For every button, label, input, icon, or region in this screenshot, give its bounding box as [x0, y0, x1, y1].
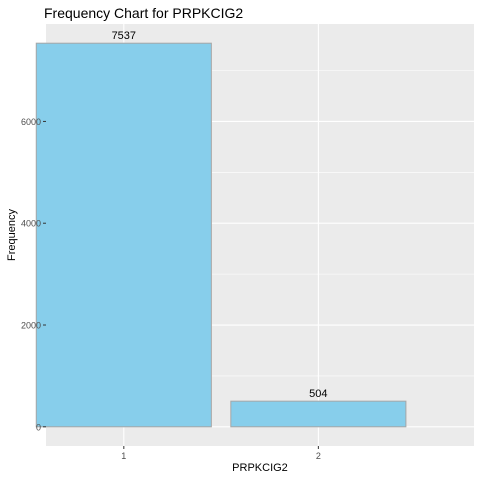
y-tick-label: 4000 — [21, 219, 41, 229]
bar — [230, 400, 407, 428]
y-axis-ticks: 0 2000 4000 6000 — [21, 117, 46, 432]
bar — [35, 42, 212, 428]
bar-value-label: 504 — [309, 388, 327, 400]
x-tick-label: 1 — [121, 451, 126, 461]
chart-title: Frequency Chart for PRPKCIG2 — [44, 5, 243, 21]
x-axis-label: PRPKCIG2 — [232, 462, 288, 474]
y-tick-label: 0 — [36, 422, 41, 432]
x-tick-label: 2 — [316, 451, 321, 461]
y-tick-label: 2000 — [21, 321, 41, 331]
bar-value-label: 7537 — [112, 30, 136, 42]
bars-group — [35, 42, 407, 428]
y-tick-label: 6000 — [21, 117, 41, 127]
y-axis-label: Frequency — [6, 209, 18, 261]
value-labels-group: 7537 504 — [112, 30, 328, 400]
